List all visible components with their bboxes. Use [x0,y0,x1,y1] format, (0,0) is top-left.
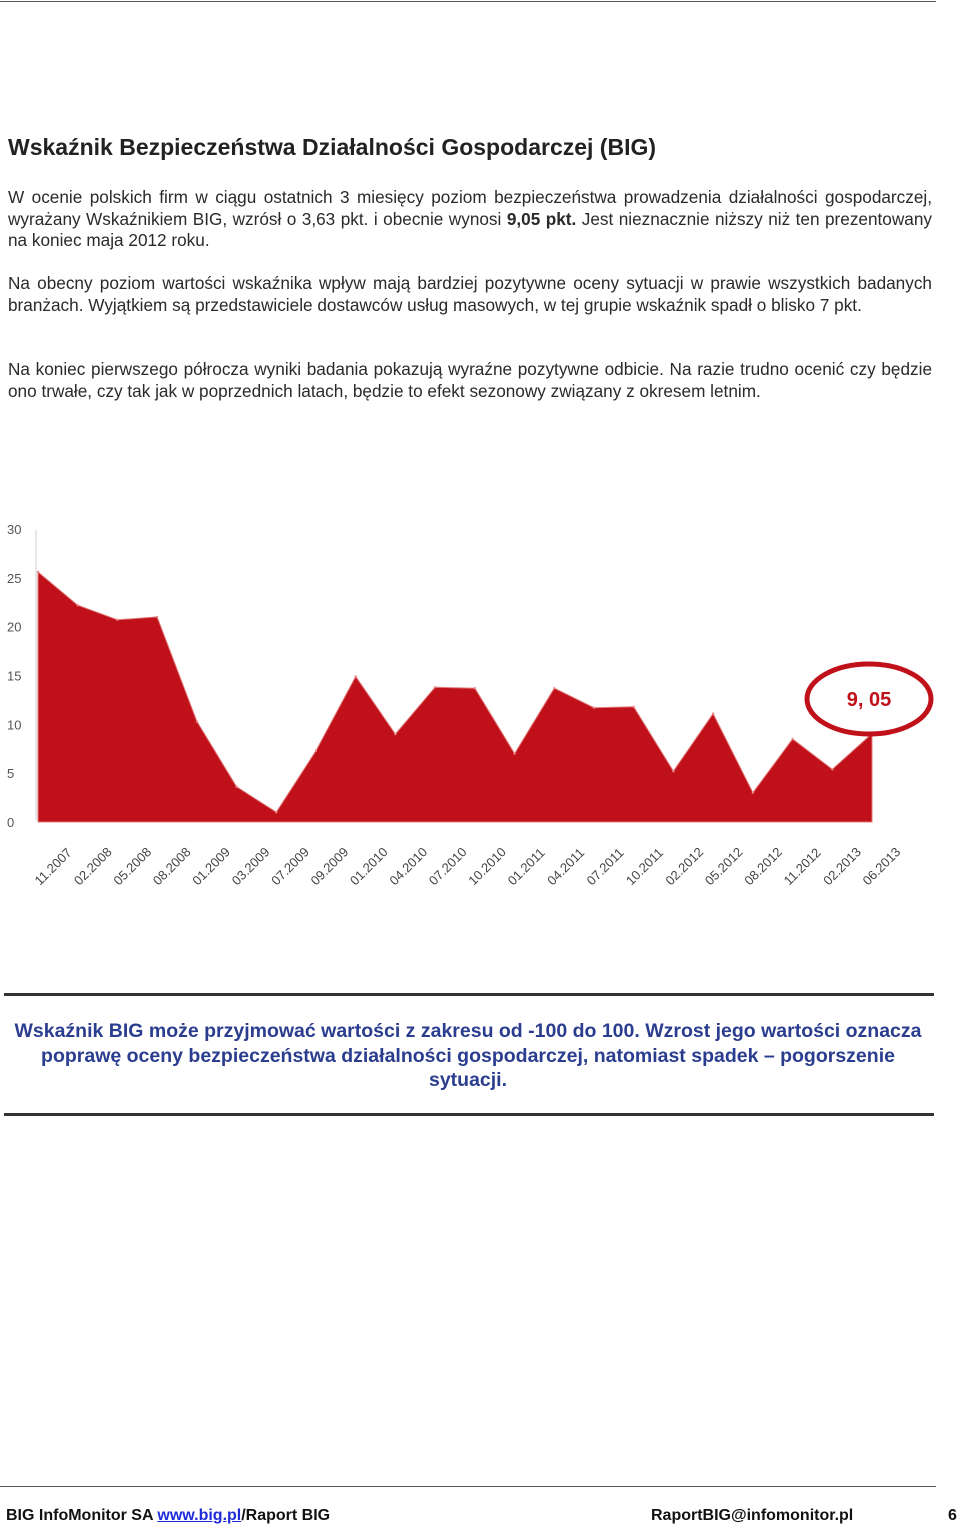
index-area [37,570,873,823]
footer-company-name: BIG InfoMonitor SA [6,1507,158,1524]
data-point [632,705,635,708]
footer-email[interactable]: RaportBIG@infomonitor.pl [651,1507,854,1524]
data-point [155,615,159,619]
note-rule-top [4,993,934,996]
x-tick-label: 02.2013 [820,844,864,888]
x-tick-label: 08.2012 [741,844,785,888]
y-tick-label: 15 [7,669,21,684]
x-tick-label: 01.2009 [189,844,233,888]
data-point [433,686,437,689]
paragraph-3: Na koniec pierwszego półrocza wyniki bad… [8,359,932,401]
data-point [751,791,755,794]
x-tick-label: 11.2007 [32,845,75,888]
x-tick-label: 05.2008 [110,844,154,888]
note-rule-bottom [4,1113,934,1116]
paragraph-1: W ocenie polskich firm w ciągu ostatnich… [8,187,932,252]
data-point [473,687,477,690]
note-box: Wskaźnik BIG może przyjmować wartości z … [14,1020,922,1091]
data-point [76,604,79,607]
data-point [831,768,834,771]
x-tick-label: 03.2009 [229,844,273,888]
x-tick-label: 07.2011 [584,845,627,888]
x-tick-label: 05.2012 [702,844,746,888]
data-point [195,720,199,723]
page-title: Wskaźnik Bezpieczeństwa Działalności Gos… [8,134,657,160]
data-point [791,737,794,741]
page-number: 6 [948,1507,957,1524]
paragraph-1-text-a: W ocenie polskich firm w ciągu ostatnich… [8,187,932,229]
x-tick-label: 11.2012 [781,845,824,888]
x-tick-label: 07.2010 [426,844,470,888]
data-point [275,811,278,814]
data-point [36,570,40,574]
x-tick-label: 06.2013 [860,844,904,888]
data-point [553,687,556,690]
data-point [394,732,397,736]
footer-rule [0,1486,936,1487]
footer-report-name: /Raport BIG [241,1507,331,1524]
y-tick-label: 20 [7,620,21,635]
y-tick-label: 10 [7,717,21,732]
x-tick-label: 10.2010 [465,844,509,888]
data-point [235,785,238,788]
callout-label: 9, 05 [847,689,891,711]
footer-website-link[interactable]: www.big.pl [157,1507,242,1524]
y-tick-label: 5 [7,766,14,781]
data-point [513,752,516,755]
x-axis: 11.200702.200805.200808.200801.200903.20… [32,844,904,888]
x-tick-label: 08.2008 [150,844,194,888]
data-point [116,618,119,621]
current-value-callout [804,661,934,737]
big-index-chart: 0 5 10 15 20 25 30 11.200702.200805.200808.200… [7,522,934,888]
data-point [354,675,357,678]
x-tick-label: 04.2011 [544,845,587,888]
x-tick-label: 04.2010 [386,844,430,888]
x-tick-label: 07.2009 [268,844,312,888]
x-tick-label: 01.2010 [347,844,391,888]
y-tick-label: 25 [7,571,21,586]
x-tick-label: 02.2012 [662,844,706,888]
top-rule [0,1,936,2]
footer-company: BIG InfoMonitor SA www.big.pl/Raport BIG [6,1507,330,1525]
current-value: 9,05 pkt. [506,208,577,229]
x-tick-label: 09.2009 [308,844,352,888]
y-axis: 0 5 10 15 20 25 30 [7,522,21,830]
x-tick-label: 01.2011 [505,845,548,888]
data-point [314,749,318,752]
y-tick-label: 30 [7,522,21,537]
y-tick-label: 0 [7,815,14,830]
paragraph-2: Na obecny poziom wartości wskaźnika wpły… [8,273,932,315]
x-tick-label: 10.2011 [623,845,666,888]
x-tick-label: 02.2008 [71,844,115,888]
data-point [592,706,596,709]
data-point [672,770,675,773]
data-point [711,712,715,715]
paragraph-1-text-b: Jest nieznacznie niższy niż ten prezento… [8,208,932,251]
